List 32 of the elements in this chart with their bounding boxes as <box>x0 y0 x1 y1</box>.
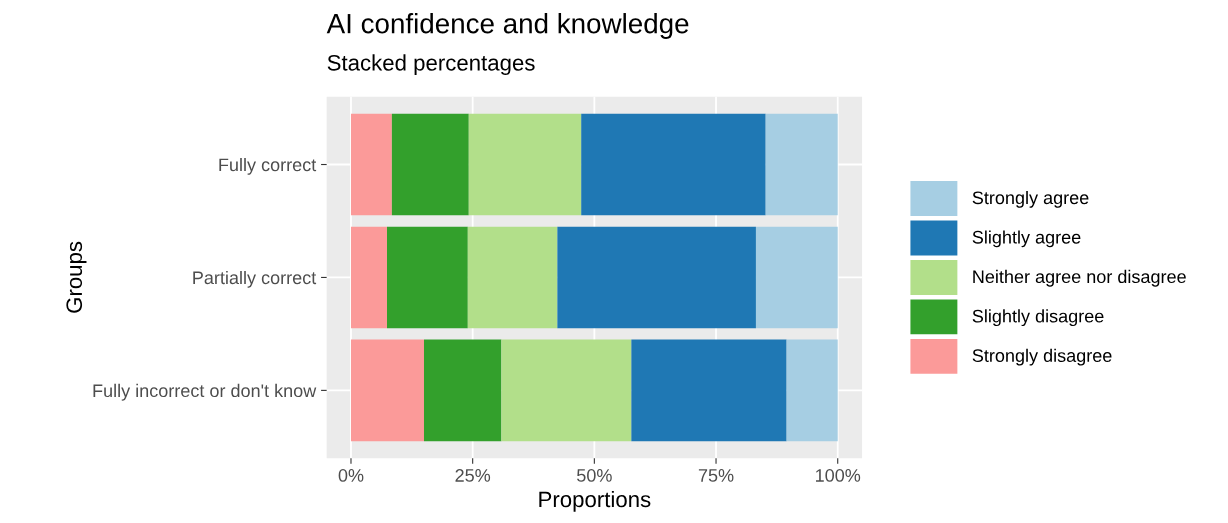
bar <box>765 113 838 216</box>
y-tick-label: Fully correct <box>219 157 317 175</box>
bar <box>387 226 468 329</box>
legend-label: Strongly agree <box>972 190 1089 208</box>
x-tick-label: 25% <box>455 469 491 482</box>
chart-subtitle: Stacked percentages <box>327 54 535 76</box>
bar <box>467 226 558 329</box>
x-axis-title: Proportions <box>539 490 651 512</box>
legend-label: Strongly disagree <box>972 348 1112 366</box>
chart-title: AI confidence and knowledge <box>326 13 689 39</box>
legend-label: Neither agree nor disagree <box>973 269 1186 287</box>
legend-label: Slightly agree <box>972 230 1081 248</box>
y-tick-label: Partially correct <box>193 270 317 288</box>
y-axis-title: Groups <box>66 241 87 313</box>
x-tick-label: 100% <box>816 469 861 482</box>
x-tick-label: 0% <box>338 469 364 482</box>
bar <box>391 113 469 216</box>
bar <box>786 339 838 442</box>
legend-label: Slightly disagree <box>972 309 1104 327</box>
bar <box>423 339 502 442</box>
bar <box>350 226 387 329</box>
bar <box>631 339 787 442</box>
bar <box>350 339 424 442</box>
bar <box>581 113 766 216</box>
bar <box>501 339 632 442</box>
bar <box>350 113 392 216</box>
x-tick-label: 75% <box>698 469 734 482</box>
bar <box>557 226 756 329</box>
bar <box>755 226 838 329</box>
bar <box>468 113 582 216</box>
x-tick-label: 50% <box>577 469 612 482</box>
y-tick-label: Fully incorrect or don't know <box>93 383 317 401</box>
